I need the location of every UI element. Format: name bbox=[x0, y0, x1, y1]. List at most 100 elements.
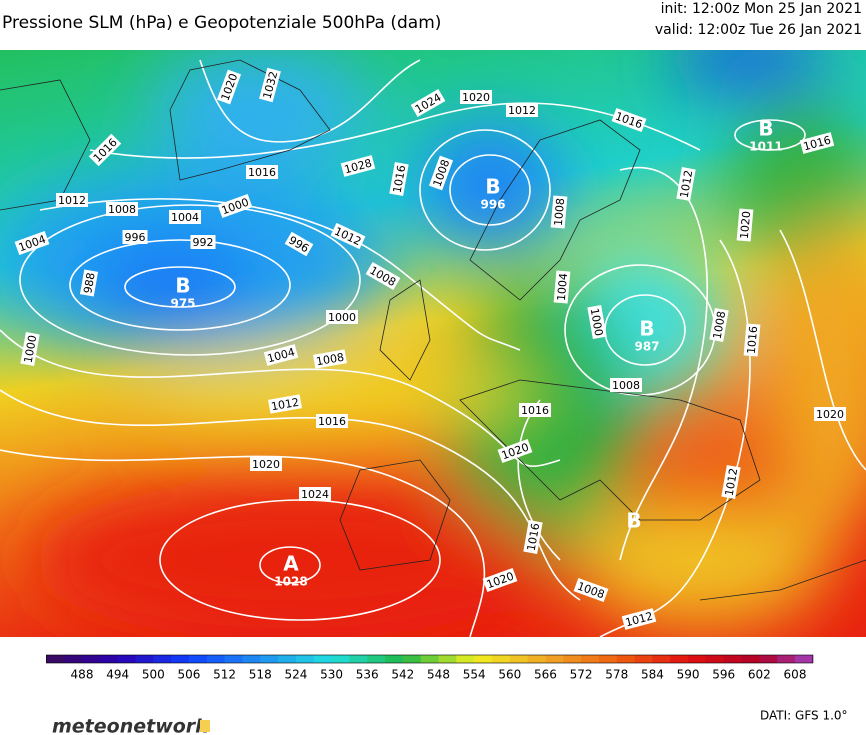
colorbar-segment bbox=[46, 655, 65, 663]
pressure-center: B bbox=[485, 175, 500, 199]
colorbar-segment bbox=[224, 655, 243, 663]
isobar-label: 1016 bbox=[389, 162, 409, 196]
colorbar-segment bbox=[313, 655, 333, 663]
colorbar-segment bbox=[260, 655, 279, 663]
colorbar-tick-label: 608 bbox=[784, 668, 807, 682]
colorbar-segment bbox=[688, 655, 707, 663]
colorbar-segment bbox=[153, 655, 172, 663]
isobar-label-bg bbox=[743, 323, 761, 357]
colorbar-segment bbox=[135, 655, 154, 663]
isobar-label: 1012 bbox=[56, 193, 88, 207]
isobar-label-text: 1016 bbox=[745, 326, 760, 355]
isobar-label-bg bbox=[20, 332, 40, 366]
colorbar-tick-label: 536 bbox=[356, 668, 379, 682]
isobar-label-bg bbox=[122, 230, 148, 244]
isobar-label-text: 1016 bbox=[318, 415, 346, 428]
colorbar-segment bbox=[438, 655, 457, 663]
isobar-label-bg bbox=[611, 107, 647, 133]
logo: meteonetwork bbox=[52, 716, 209, 735]
colorbar-segment bbox=[741, 655, 760, 663]
colorbar-segment bbox=[545, 655, 564, 663]
colorbar-tick-label: 596 bbox=[712, 668, 735, 682]
colorbar-segment bbox=[385, 655, 404, 663]
valid-time: valid: 12:00z Tue 26 Jan 2021 bbox=[655, 22, 862, 38]
isobar-label-bg bbox=[259, 67, 281, 103]
pressure-center-value: 987 bbox=[634, 340, 659, 354]
isobar-label-bg bbox=[340, 155, 376, 177]
colorbar-segment bbox=[474, 655, 493, 663]
pressure-center: B bbox=[639, 317, 654, 341]
isobar-label: 1020 bbox=[814, 407, 846, 421]
colorbar-segment bbox=[723, 655, 743, 663]
colorbar-segment bbox=[206, 655, 226, 663]
colorbar-segment bbox=[242, 655, 261, 663]
isobar-label-bg bbox=[389, 162, 409, 196]
colorbar-tick-label: 524 bbox=[284, 668, 307, 682]
isobar-label: 1024 bbox=[299, 487, 331, 501]
colorbar: 488 494 500 506 512 518 524 530 536 542 548 554 560 5… bbox=[46, 654, 814, 682]
colorbar-segment bbox=[349, 655, 368, 663]
colorbar-segment bbox=[795, 655, 814, 663]
isobar-label-text: 1000 bbox=[588, 307, 606, 337]
isobar-label-bg bbox=[14, 230, 50, 256]
isobar-label-bg bbox=[106, 202, 138, 216]
isobar-label-text: 1008 bbox=[612, 379, 640, 392]
title: Pressione SLM (hPa) e Geopotenziale 500h… bbox=[2, 13, 441, 33]
colorbar-segment bbox=[188, 655, 208, 663]
isobar-label: 1016 bbox=[246, 165, 278, 179]
isobar-label-bg bbox=[330, 222, 366, 250]
isobar-label-text: 1012 bbox=[270, 396, 300, 414]
colorbar-tick-label: 542 bbox=[391, 668, 414, 682]
isobar-label-text: 1016 bbox=[248, 166, 276, 179]
colorbar-tick-label: 566 bbox=[534, 668, 557, 682]
colorbar-segment bbox=[598, 655, 618, 663]
data-source: DATI: GFS 1.0° bbox=[760, 709, 848, 723]
pressure-center: A bbox=[283, 552, 299, 576]
isobar-label: 1008 bbox=[106, 202, 138, 216]
colorbar-tick-label: 560 bbox=[498, 668, 521, 682]
isobar-label-text: 992 bbox=[193, 236, 214, 249]
isobar-label-bg bbox=[326, 310, 358, 324]
isobar-label-text: 996 bbox=[125, 231, 146, 244]
isobar-label-text: 1020 bbox=[738, 211, 753, 240]
colorbar-segment bbox=[171, 655, 190, 663]
isobar-label: 1012 bbox=[721, 465, 741, 499]
colorbar-segment bbox=[563, 655, 582, 663]
colorbar-tick-label: 554 bbox=[463, 668, 486, 682]
isobar-label-bg bbox=[299, 487, 331, 501]
colorbar-segment bbox=[99, 655, 119, 663]
isobar-label-text: 1008 bbox=[315, 351, 345, 369]
isobar-label: 988 bbox=[79, 269, 99, 297]
isobar-label-bg bbox=[169, 210, 201, 224]
colorbar-segment bbox=[670, 655, 689, 663]
isobar-label: 1020 bbox=[460, 90, 492, 104]
colorbar-segment bbox=[278, 655, 297, 663]
isobar-label: 992 bbox=[190, 235, 216, 249]
colorbar-segment bbox=[117, 655, 136, 663]
colorbar-segment bbox=[420, 655, 439, 663]
isobar-label-text: 1008 bbox=[711, 310, 729, 340]
isobar-label-bg bbox=[523, 520, 543, 554]
isobar-label-text: 1016 bbox=[521, 404, 549, 417]
isobar-label: 1000 bbox=[20, 332, 40, 366]
isobar-label-bg bbox=[246, 165, 278, 179]
isobar-label-bg bbox=[553, 270, 571, 304]
isobar-label-bg bbox=[428, 155, 454, 191]
isobar-label-bg bbox=[410, 88, 446, 118]
pressure-center: B bbox=[626, 509, 641, 533]
colorbar-segment bbox=[331, 655, 350, 663]
isobar-label: 1008 bbox=[313, 349, 347, 369]
colorbar-segment bbox=[402, 655, 422, 663]
pressure-center-value: 996 bbox=[480, 198, 505, 212]
isobar-label-text: 1000 bbox=[328, 311, 356, 324]
isobar-label-bg bbox=[676, 167, 696, 201]
isobar-label: 1008 bbox=[550, 195, 568, 229]
colorbar-segment bbox=[705, 655, 725, 663]
coastlines bbox=[0, 59, 866, 601]
isobar-label-bg bbox=[621, 608, 657, 630]
isobar-label-bg bbox=[316, 414, 348, 428]
isobar-label-bg bbox=[519, 403, 551, 417]
isobar-label: 1000 bbox=[326, 310, 358, 324]
